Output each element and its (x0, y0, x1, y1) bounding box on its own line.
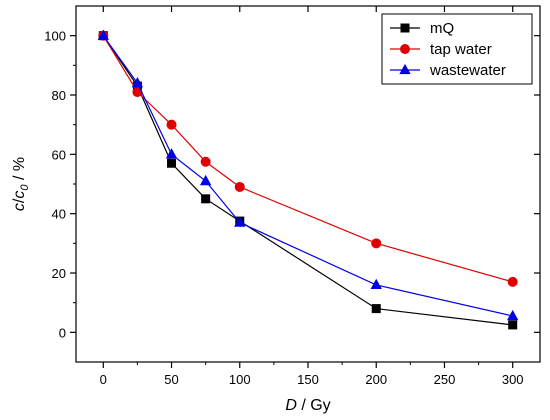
data-point (167, 158, 177, 168)
x-tick-label: 50 (164, 372, 178, 387)
y-axis-subscript: 0 (19, 184, 31, 191)
y-axis-symbol-c: c (11, 203, 28, 211)
legend: mQ tap water wastewater (381, 13, 533, 85)
data-point (371, 304, 381, 314)
data-point (507, 276, 518, 287)
x-axis-unit: / Gy (297, 397, 331, 414)
data-point (166, 119, 177, 130)
x-axis-symbol: D (285, 397, 297, 414)
legend-label: mQ (430, 20, 454, 37)
y-axis-slash: / (11, 198, 28, 203)
x-tick-label: 150 (297, 372, 319, 387)
y-axis-unit: / % (11, 157, 28, 185)
y-tick-label: 0 (59, 325, 66, 340)
legend-item: wastewater (390, 62, 506, 79)
axes-layer: 0 50 100 150 200 250 300 0 20 40 60 80 100 (44, 5, 541, 387)
series-wastewater (97, 29, 519, 321)
legend-marker (399, 63, 411, 75)
data-point (132, 87, 143, 98)
legend-marker (400, 23, 410, 33)
data-point (97, 29, 109, 40)
y-axis-symbol-c0: c (11, 191, 28, 199)
legend-label: tap water (430, 41, 492, 58)
data-point (234, 216, 246, 227)
y-tick-label: 40 (52, 207, 66, 222)
data-point (507, 309, 519, 321)
series-layer (97, 29, 519, 330)
data-point (201, 194, 211, 204)
y-axis-title: c/c0 / % (11, 157, 31, 211)
legend-item: tap water (390, 41, 492, 58)
y-tick-label: 80 (52, 88, 66, 103)
legend-marker (400, 44, 410, 54)
y-tick-label: 20 (52, 266, 66, 281)
legend-label: wastewater (429, 62, 506, 79)
y-tick-label: 100 (44, 29, 66, 44)
data-point (131, 76, 144, 88)
x-tick-label: 100 (229, 372, 251, 387)
data-point (370, 278, 382, 290)
x-axis-title: D / Gy (285, 397, 330, 414)
data-point (199, 174, 212, 186)
x-tick-label: 300 (502, 372, 524, 387)
y-tick-label: 60 (52, 147, 66, 162)
data-point (165, 148, 178, 159)
data-point (234, 181, 245, 192)
data-point (508, 320, 518, 330)
x-tick-label: 200 (365, 372, 387, 387)
x-tick-label: 250 (434, 372, 456, 387)
data-point (371, 238, 382, 249)
legend-item: mQ (390, 20, 454, 37)
data-point (200, 156, 211, 167)
x-tick-label: 0 (100, 372, 107, 387)
